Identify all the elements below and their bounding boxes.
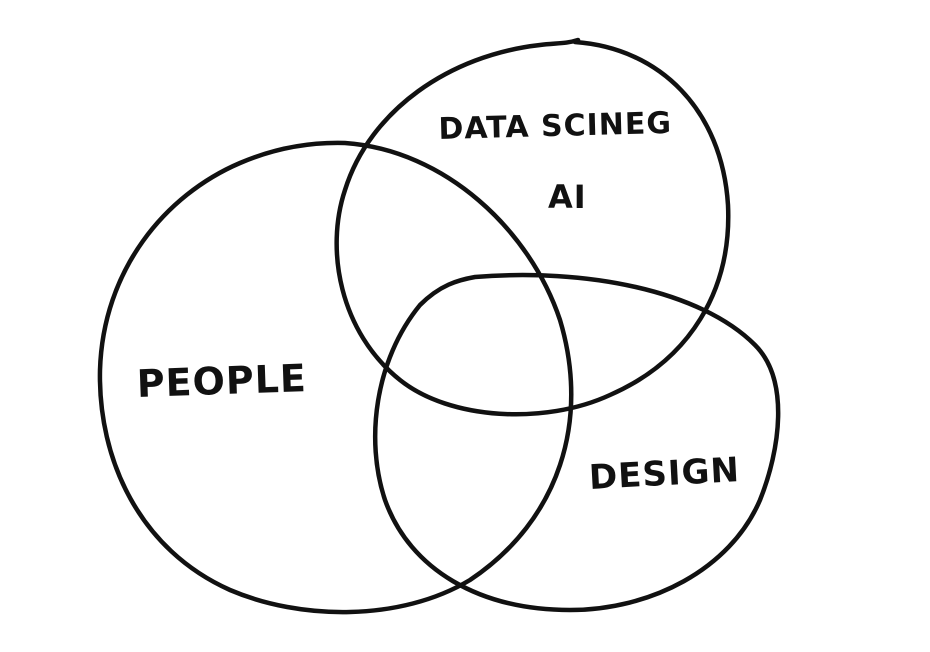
- data-science-ai-circle: [334, 37, 731, 417]
- people-circle: [97, 140, 574, 615]
- design-label: DESIGN: [588, 450, 741, 498]
- ai-label: AI: [548, 178, 587, 216]
- design-circle: [372, 272, 781, 613]
- people-label: PEOPLE: [136, 356, 308, 406]
- data-science-label: DATA SCINEG: [438, 105, 673, 147]
